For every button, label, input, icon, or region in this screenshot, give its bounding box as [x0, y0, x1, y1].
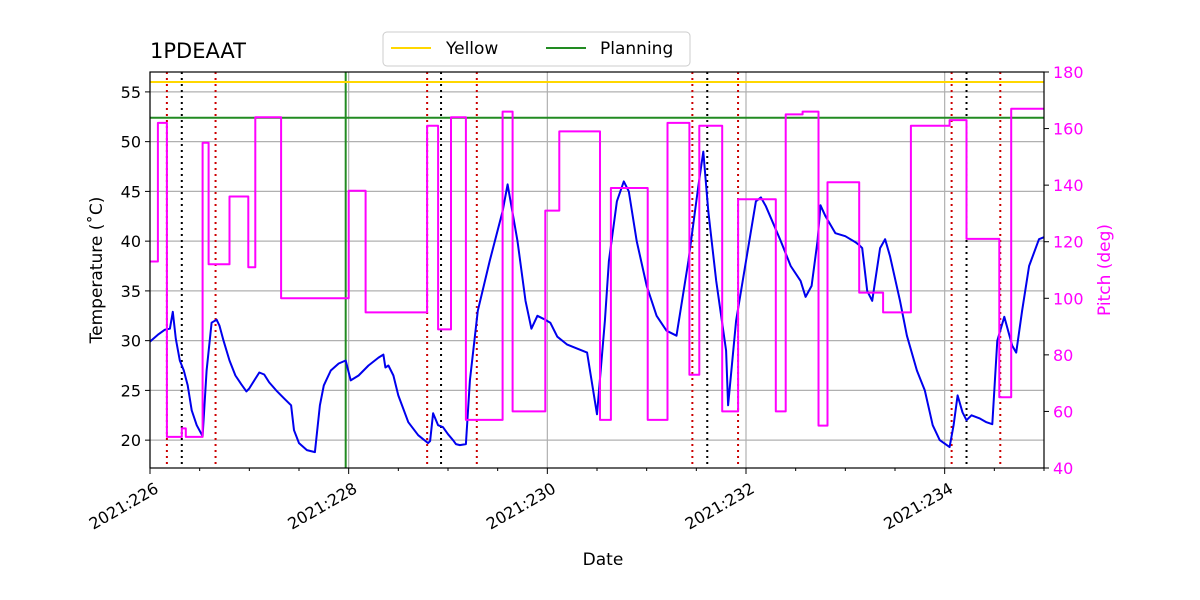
- y2-tick-label: 180: [1053, 63, 1084, 82]
- series: [150, 107, 1044, 454]
- temperature-series-line: [150, 150, 1044, 454]
- y2-axis-title: Pitch (deg): [1095, 224, 1115, 316]
- y-tick-label: 50: [121, 133, 141, 152]
- legend-yellow-label: Yellow: [445, 39, 498, 59]
- y2-tick-label: 100: [1053, 289, 1084, 308]
- legend: Yellow Planning: [382, 31, 691, 67]
- y-tick-label: 20: [121, 431, 141, 450]
- y2-tick-label: 40: [1053, 459, 1073, 478]
- y-tick-label: 55: [121, 83, 141, 102]
- y2-tick-label: 140: [1053, 176, 1084, 195]
- y-tick-label: 25: [121, 381, 141, 400]
- y-tick-label: 40: [121, 232, 141, 251]
- limit-lines: [150, 80, 1044, 119]
- y-tick-label: 35: [121, 282, 141, 301]
- pitch-series-line: [150, 107, 1044, 438]
- y2-tick-label: 160: [1053, 120, 1084, 139]
- y2-tick-label: 80: [1053, 346, 1073, 365]
- x-axis-title: Date: [583, 550, 624, 570]
- legend-planning-label: Planning: [600, 39, 673, 59]
- y2-tick-label: 60: [1053, 402, 1073, 421]
- chart-title: 1PDEAAT: [150, 39, 246, 63]
- y-tick-label: 30: [121, 332, 141, 351]
- y-tick-label: 45: [121, 182, 141, 201]
- y2-tick-label: 120: [1053, 233, 1084, 252]
- legend-box: [382, 31, 691, 67]
- y-axis-title: Temperature (˚C): [86, 197, 107, 345]
